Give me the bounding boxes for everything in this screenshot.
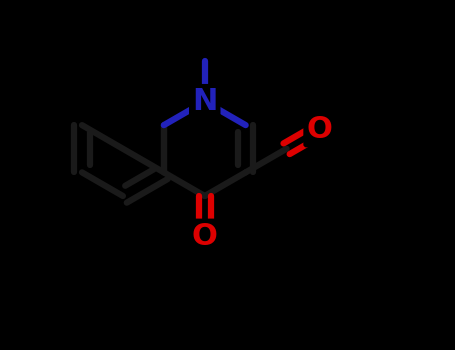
Text: O: O [306,116,332,144]
Text: O: O [192,222,217,251]
Text: N: N [192,87,217,116]
